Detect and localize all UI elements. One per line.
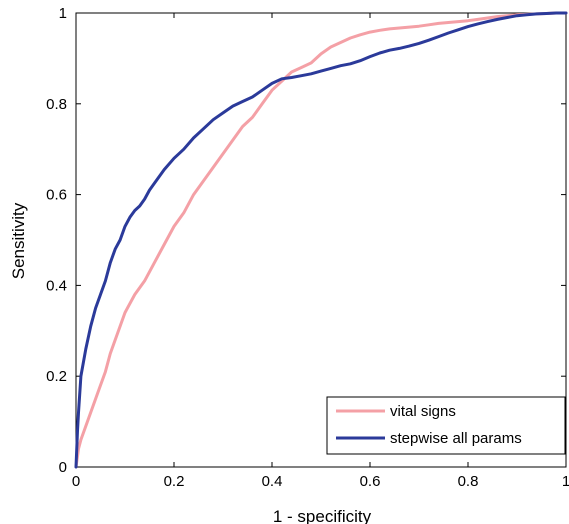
y-tick-label: 0.4 bbox=[46, 277, 67, 294]
plot-frame bbox=[75, 12, 567, 468]
plot-area bbox=[75, 12, 567, 468]
x-tick-label: 1 bbox=[562, 473, 569, 490]
y-tick-label: 0 bbox=[59, 459, 67, 476]
legend-label-vital-signs: vital signs bbox=[390, 403, 456, 420]
series-line-stepwise-all-params bbox=[74, 11, 568, 469]
legend-box bbox=[326, 396, 566, 455]
x-tick-label: 0.2 bbox=[164, 473, 185, 490]
legend-label-stepwise-all-params: stepwise all params bbox=[390, 430, 522, 447]
legend: vital signs stepwise all params bbox=[326, 396, 566, 455]
x-tick-label: 0.8 bbox=[458, 473, 479, 490]
y-tick-label: 0.6 bbox=[46, 187, 67, 204]
y-axis-label: Sensitivity bbox=[9, 202, 28, 279]
ticks-layer: 0 0.2 0.4 0.6 0.8 1 0 0.2 0.4 0.6 0.8 1 bbox=[46, 5, 569, 490]
x-tick-label: 0 bbox=[72, 473, 80, 490]
x-tick-label: 0.4 bbox=[262, 473, 283, 490]
x-axis-label: 1 - specificity bbox=[273, 507, 372, 524]
x-tick-label: 0.6 bbox=[360, 473, 381, 490]
series-line-vital-signs bbox=[74, 11, 568, 469]
series-layer bbox=[74, 11, 568, 469]
y-tick-label: 0.2 bbox=[46, 368, 67, 385]
y-tick-label: 0.8 bbox=[46, 96, 67, 113]
y-tick-label: 1 bbox=[59, 5, 67, 22]
